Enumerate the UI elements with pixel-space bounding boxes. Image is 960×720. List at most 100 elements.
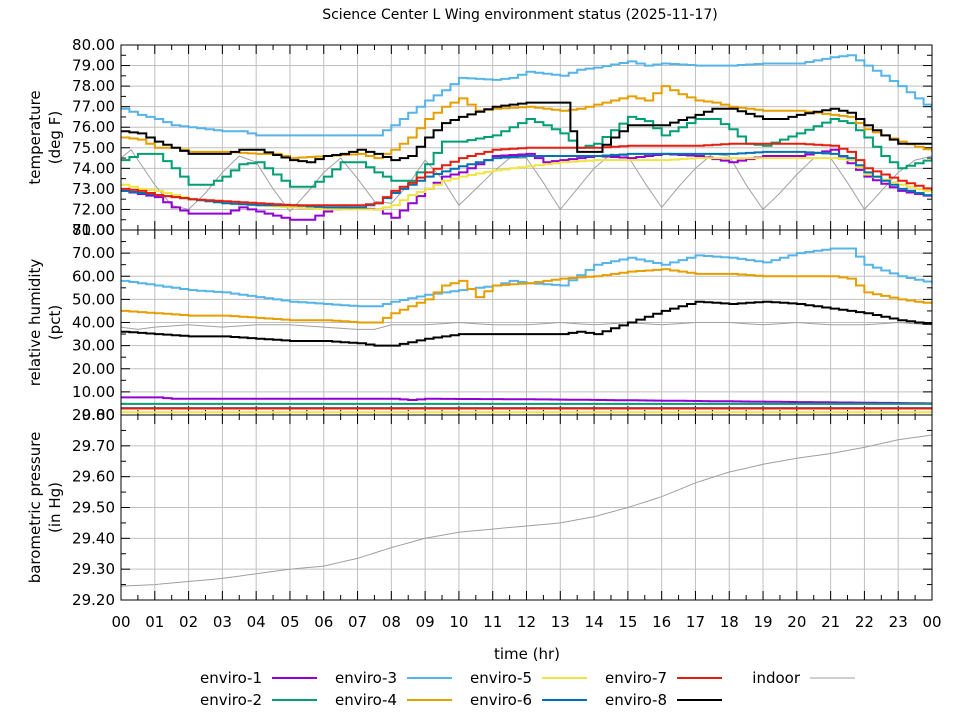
y-tick-label: 29.30 — [72, 560, 115, 578]
legend-label: enviro-2 — [200, 691, 262, 709]
y-tick-label: 77.00 — [72, 98, 115, 116]
y-tick-label: 74.00 — [72, 159, 115, 177]
y-axis-label-line: relative humidity — [26, 259, 44, 387]
legend-item-enviro-2: enviro-2 — [200, 691, 317, 709]
series-group — [121, 434, 932, 587]
legend-label: enviro-5 — [470, 669, 532, 687]
x-tick-label: 14 — [585, 613, 604, 631]
x-tick-label: 20 — [787, 613, 806, 631]
x-tick-labels: 00 01 02 03 04 05 06 07 08 09 10 11 12 13 14 15 16 17 18 19… — [111, 613, 941, 631]
chart-title: Science Center L Wing environment status… — [322, 7, 718, 23]
y-tick-label: 79.00 — [72, 57, 115, 75]
x-tick-label: 04 — [247, 613, 266, 631]
x-tick-label: 21 — [821, 613, 840, 631]
y-tick-label: 29.20 — [72, 591, 115, 609]
legend: enviro-1 enviro-3 enviro-5 enviro-7 indoor en… — [200, 669, 855, 709]
legend-item-enviro-7: enviro-7 — [605, 669, 722, 687]
y-tick-label: 40.00 — [72, 314, 115, 332]
x-tick-label: 01 — [145, 613, 164, 631]
series-line-enviro-1 — [121, 396, 932, 405]
series-line-indoor — [121, 321, 932, 330]
y-tick-label: 10.00 — [72, 383, 115, 401]
y-axis-label: relative humidity (pct) — [26, 259, 64, 387]
y-tick-label: 0.00 — [82, 406, 115, 424]
y-tick-label: 29.80 — [72, 406, 115, 424]
legend-label: enviro-1 — [200, 669, 262, 687]
legend-label: enviro-8 — [605, 691, 667, 709]
y-tick-label: 29.60 — [72, 468, 115, 486]
legend-label: enviro-6 — [470, 691, 532, 709]
x-tick-label: 00 — [111, 613, 130, 631]
y-axis-label: barometric pressure (in Hg) — [26, 432, 64, 584]
panel-frame — [120, 414, 933, 601]
panel-temperature: 80.00 79.00 78.00 77.00 76.00 75.00 74.00 73.00… — [26, 36, 933, 239]
y-axis-label: temperature (deg F) — [26, 90, 64, 184]
x-tick-label: 00 — [922, 613, 941, 631]
series-line-enviro-8 — [121, 101, 932, 164]
legend-label: enviro-7 — [605, 669, 667, 687]
legend-label: enviro-4 — [335, 691, 397, 709]
series-line-enviro-7 — [121, 142, 932, 207]
series-line-indoor — [121, 434, 932, 587]
y-axis-label-line: temperature — [26, 90, 44, 184]
legend-item-enviro-5: enviro-5 — [470, 669, 587, 687]
series-line-enviro-4 — [121, 268, 932, 324]
y-tick-label: 80.00 — [72, 36, 115, 54]
x-tick-label: 13 — [551, 613, 570, 631]
x-tick-label: 03 — [213, 613, 232, 631]
y-tick-label: 29.70 — [72, 437, 115, 455]
y-tick-label: 76.00 — [72, 118, 115, 136]
series-line-enviro-3 — [121, 54, 932, 137]
x-tick-label: 15 — [618, 613, 637, 631]
y-tick-label: 29.50 — [72, 499, 115, 517]
panel-barometric-pressure: 29.80 29.70 29.60 29.50 29.40 29.30 29.20 barom… — [26, 406, 933, 609]
x-tick-label: 05 — [280, 613, 299, 631]
panel-relative-humidity: 80.00 70.00 60.00 50.00 40.00 30.00 20.00 10.00… — [26, 221, 933, 424]
series-line-enviro-6 — [121, 150, 932, 209]
legend-item-enviro-1: enviro-1 — [200, 669, 317, 687]
y-tick-label: 20.00 — [72, 360, 115, 378]
legend-item-indoor: indoor — [752, 669, 855, 687]
x-tick-label: 07 — [348, 613, 367, 631]
x-tick-label: 11 — [483, 613, 502, 631]
x-tick-label: 22 — [855, 613, 874, 631]
x-tick-label: 02 — [179, 613, 198, 631]
legend-item-enviro-4: enviro-4 — [335, 691, 452, 709]
y-tick-label: 73.00 — [72, 180, 115, 198]
series-line-enviro-8 — [121, 300, 932, 347]
y-tick-label: 78.00 — [72, 77, 115, 95]
x-tick-label: 23 — [889, 613, 908, 631]
x-tick-label: 06 — [314, 613, 333, 631]
x-tick-label: 10 — [449, 613, 468, 631]
y-axis-label-line: (in Hg) — [46, 482, 64, 533]
y-tick-label: 30.00 — [72, 337, 115, 355]
x-tick-label: 19 — [753, 613, 772, 631]
x-axis-label: time (hr) — [494, 645, 560, 663]
y-tick-label: 75.00 — [72, 139, 115, 157]
x-tick-label: 16 — [652, 613, 671, 631]
panels: 80.00 79.00 78.00 77.00 76.00 75.00 74.00 73.00… — [26, 36, 933, 609]
y-axis-label-line: barometric pressure — [26, 432, 44, 584]
y-axis-label-line: (deg F) — [46, 111, 64, 164]
x-tick-label: 12 — [517, 613, 536, 631]
y-tick-label: 60.00 — [72, 267, 115, 285]
series-group — [121, 54, 932, 221]
legend-item-enviro-3: enviro-3 — [335, 669, 452, 687]
series-line-enviro-2 — [121, 115, 932, 188]
series-line-enviro-1 — [121, 148, 932, 221]
y-tick-label: 70.00 — [72, 244, 115, 262]
y-tick-label: 72.00 — [72, 200, 115, 218]
y-tick-label: 80.00 — [72, 221, 115, 239]
y-tick-label: 50.00 — [72, 290, 115, 308]
x-tick-label: 09 — [416, 613, 435, 631]
y-tick-label: 29.40 — [72, 529, 115, 547]
legend-item-enviro-8: enviro-8 — [605, 691, 722, 709]
legend-label: indoor — [752, 669, 801, 687]
x-tick-label: 08 — [382, 613, 401, 631]
legend-item-enviro-6: enviro-6 — [470, 691, 587, 709]
series-group — [121, 247, 932, 414]
legend-label: enviro-3 — [335, 669, 397, 687]
y-axis-label-line: (pct) — [46, 305, 64, 340]
x-tick-label: 17 — [686, 613, 705, 631]
